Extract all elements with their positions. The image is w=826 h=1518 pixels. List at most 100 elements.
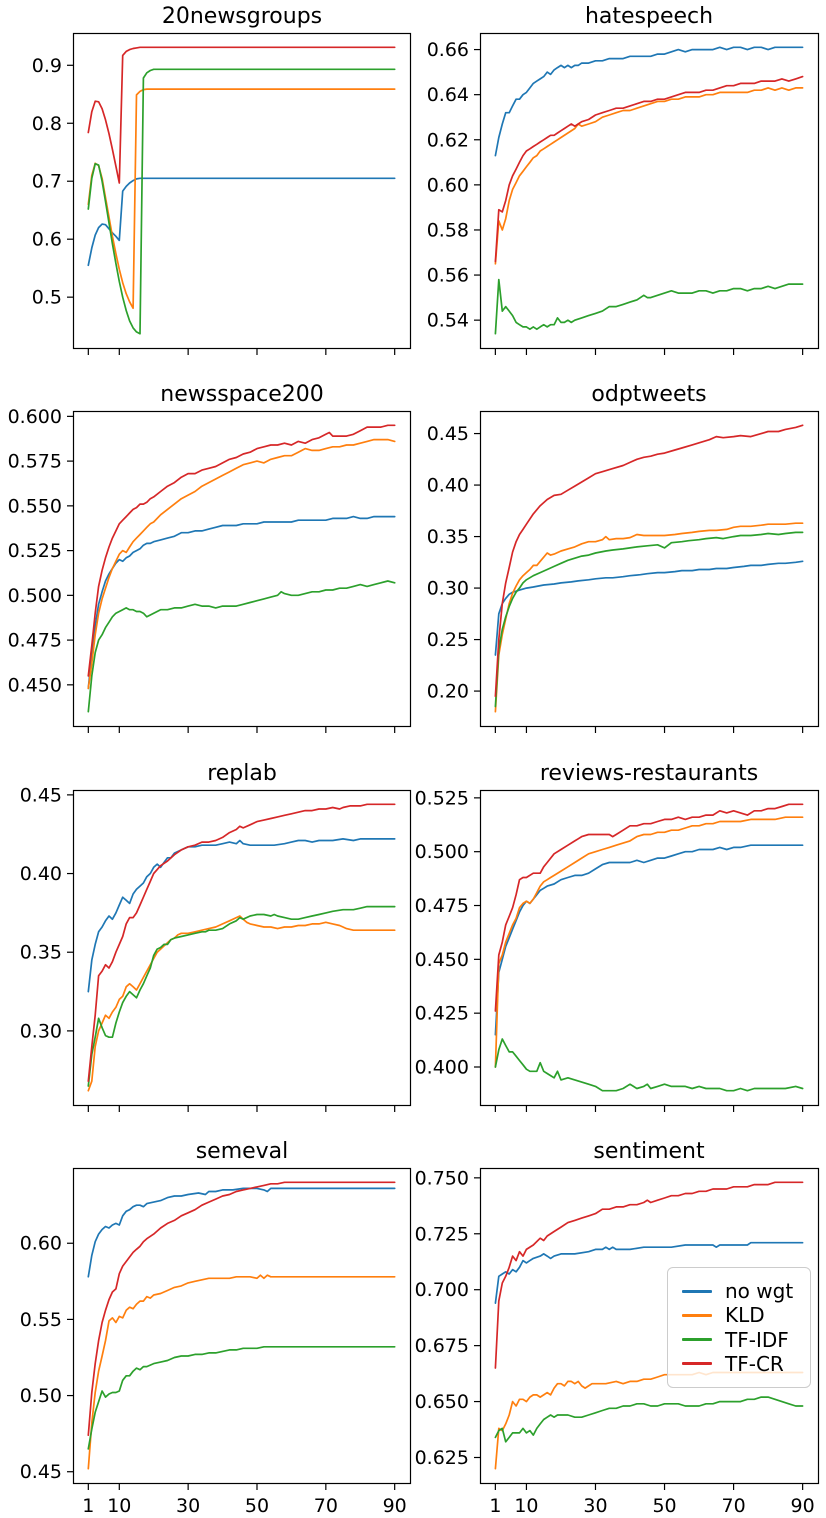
x-tick-label: 30 [176,1495,200,1517]
series-line-TF-CR [494,424,804,698]
y-tick-label: 0.500 [8,585,62,607]
x-tick-label: 50 [652,1495,676,1517]
y-tick-label: 0.40 [427,475,469,497]
x-tick-label: 10 [514,1495,538,1517]
y-tick-label: 0.20 [427,681,469,703]
y-tick-label: 0.475 [8,630,62,652]
x-tick-label: 10 [107,1495,131,1517]
plot-border [479,1167,820,1485]
y-tick-label: 0.25 [427,629,469,651]
y-tick-label: 0.475 [415,895,469,917]
legend-item-tf-cr: TF-CR [682,1352,804,1376]
series-line-no-wgt [494,560,804,656]
series-line-KLD [87,915,396,1092]
y-tick-label: 0.750 [415,1167,469,1189]
chart-20newsgroups: 0.5 0.6 0.7 0.8 0.9 [32,32,412,355]
y-tick-label: 0.8 [32,113,62,135]
legend-label-tf-idf: TF-IDF [725,1327,789,1352]
y-tick-label: 0.7 [32,171,62,193]
plot-border [72,410,412,728]
y-tick-label: 0.625 [415,1447,469,1469]
series-line-KLD [87,438,396,690]
y-tick-label: 0.56 [427,265,469,287]
y-tick-label: 0.45 [427,423,469,445]
chart-title-hatespeech: hatespeech [584,4,714,29]
series-line-TF-CR [494,75,804,263]
y-tick-label: 0.5 [32,287,62,309]
plot-border [72,789,412,1107]
y-tick-label: 0.45 [20,1461,62,1483]
y-tick-label: 0.55 [20,1309,62,1331]
series-line-no-wgt [87,515,396,690]
y-tick-label: 0.575 [8,451,62,473]
plot-border [479,32,820,350]
y-tick-label: 0.675 [415,1335,469,1357]
plot-border [72,32,412,350]
series-line-TF-CR [494,1181,804,1369]
series-line-TF-CR [87,803,396,1083]
series-line-TF-CR [87,424,396,677]
x-tick-label: 1 [82,1495,94,1517]
legend-label-no-wgt: no wgt [725,1279,794,1303]
x-tick-label: 30 [583,1495,607,1517]
plot-border [479,789,820,1107]
series-line-no-wgt [87,1187,396,1278]
x-tick-label: 1 [489,1495,501,1517]
legend-item-no-wgt: no wgt [682,1279,804,1303]
chart-title-replab: replab [207,761,277,786]
series-line-TF-IDF [87,905,396,1087]
series-line-KLD [87,88,396,310]
series-line-TF-IDF [494,531,804,708]
y-tick-label: 0.30 [427,578,469,600]
chart-title-odptweets: odptweets [591,382,707,407]
series-line-KLD [87,1274,396,1470]
series-line-TF-IDF [87,1345,396,1450]
y-tick-label: 0.450 [8,674,62,696]
y-tick-label: 0.6 [32,229,62,251]
series-line-KLD [494,522,804,713]
chart-hatespeech: 0.54 0.56 0.58 0.60 0.62 0.64 0.66 [427,32,820,355]
y-tick-label: 0.525 [8,540,62,562]
y-tick-label: 0.60 [20,1233,62,1255]
x-tick-label: 90 [791,1495,815,1517]
legend-item-kld: KLD [682,1303,804,1327]
y-tick-label: 0.54 [427,310,469,332]
x-tick-label: 70 [721,1495,745,1517]
series-line-TF-IDF [494,1396,804,1443]
legend-line-tf-cr [682,1362,712,1366]
y-tick-label: 0.550 [8,495,62,517]
legend-line-no-wgt [682,1289,712,1293]
y-tick-label: 0.600 [8,406,62,428]
chart-title-semeval: semeval [195,1139,289,1164]
y-tick-label: 0.700 [415,1279,469,1301]
chart-odptweets: 0.20 0.25 0.30 0.35 0.40 0.45 [427,410,820,733]
y-tick-label: 0.50 [20,1385,62,1407]
chart-semeval: 1 10 30 50 70 90 0.45 0.50 0.55 0.60 [20,1167,412,1517]
y-tick-label: 0.9 [32,55,62,77]
y-tick-label: 0.425 [415,1003,469,1025]
y-tick-label: 0.40 [20,863,62,885]
y-tick-label: 0.60 [427,174,469,196]
series-line-TF-IDF [494,278,804,335]
y-tick-label: 0.525 [415,787,469,809]
legend-label-kld: KLD [725,1303,765,1328]
legend-item-tf-idf: TF-IDF [682,1328,804,1352]
series-line-no-wgt [494,1241,804,1304]
legend-line-tf-idf [682,1338,712,1342]
series-line-no-wgt [494,46,804,157]
series-line-KLD [494,87,804,265]
series-line-no-wgt [494,844,804,1036]
legend-box: no wgt KLD TF-IDF TF-CR [667,1267,811,1388]
x-tick-label: 70 [314,1495,338,1517]
y-tick-label: 0.62 [427,129,469,151]
y-tick-label: 0.64 [427,84,469,106]
chart-title-reviews-restaurants: reviews-restaurants [539,761,759,786]
chart-title-20newsgroups: 20newsgroups [161,4,323,29]
plot-border [72,1167,412,1485]
series-line-KLD [494,816,804,1068]
series-line-TF-IDF [494,1038,804,1092]
y-tick-label: 0.500 [415,841,469,863]
x-tick-label: 50 [245,1495,269,1517]
series-line-no-wgt [87,177,396,267]
